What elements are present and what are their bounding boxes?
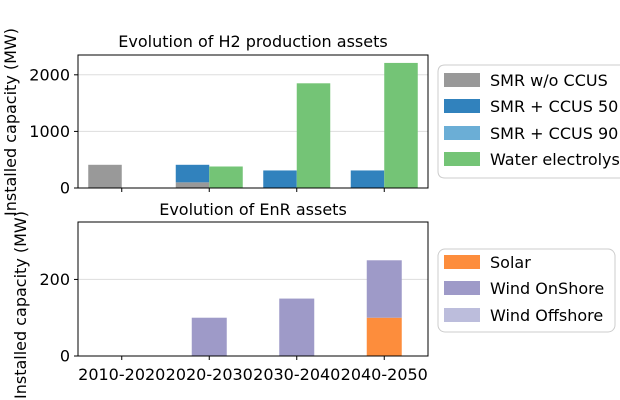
bar-wind-onshore-2040-2050 (366, 260, 402, 318)
bar-smr-ccus-50-2040-2050 (350, 170, 385, 188)
bar-smr-w-o-ccus-2010-2020 (88, 164, 122, 188)
h2-legend: SMR w/o CCUS SMR + CCUS 50 SMR + CCUS 90… (437, 64, 620, 179)
legend-swatch-smr-wo-ccus (444, 73, 480, 87)
enr-chart: Evolution of EnR assets Installed capaci… (11, 200, 429, 399)
enr-y-tick-label: 200 (39, 270, 70, 289)
legend-label-smr-wo-ccus: SMR w/o CCUS (490, 71, 608, 90)
legend-label-smr-ccus-50: SMR + CCUS 50 (490, 97, 618, 116)
bar-smr-ccus-50-2020-2030 (175, 164, 210, 183)
h2-chart: Evolution of H2 production assets Instal… (1, 28, 429, 216)
enr-x-ticks: 2010-2020 2020-2030 2030-2040 2040-2050 (78, 356, 428, 384)
bar-wind-onshore-2020-2030 (191, 317, 227, 356)
h2-x-ticks (121, 188, 385, 192)
enr-bars (191, 260, 402, 356)
legend-swatch-water-electrolysis (444, 152, 480, 166)
enr-plot-frame (77, 221, 429, 357)
legend-swatch-smr-ccus-90 (444, 126, 480, 140)
bar-water-electrolys-2020-2030 (209, 166, 243, 188)
h2-plot-frame (77, 54, 429, 189)
legend-swatch-wind-offshore (444, 308, 480, 322)
legend-label-wind-offshore: Wind Offshore (490, 306, 603, 325)
legend-swatch-smr-ccus-50 (444, 99, 480, 113)
enr-x-tick-label: 2010-2020 (78, 365, 165, 384)
legend-label-solar: Solar (490, 253, 531, 272)
enr-legend-frame (437, 248, 616, 333)
h2-y-tick-label: 1000 (29, 122, 70, 141)
enr-x-tick-label: 2020-2030 (166, 365, 253, 384)
bar-smr-ccus-50-2030-2040 (263, 170, 297, 188)
enr-chart-ylabel: Installed capacity (MW) (11, 211, 30, 399)
bar-water-electrolys-2040-2050 (384, 62, 418, 189)
enr-x-tick-label: 2040-2050 (341, 365, 428, 384)
h2-bars (88, 62, 418, 189)
bar-solar-2040-2050 (366, 317, 402, 356)
bar-water-electrolys-2030-2040 (296, 83, 331, 188)
enr-chart-title: Evolution of EnR assets (159, 200, 347, 219)
legend-swatch-solar (444, 255, 480, 269)
bar-smr-w-o-ccus-2020-2030 (175, 182, 210, 188)
h2-chart-ylabel: Installed capacity (MW) (1, 28, 20, 216)
h2-y-tick-label: 0 (60, 179, 70, 198)
h2-y-ticks: 0 1000 2000 (29, 65, 78, 198)
enr-y-ticks: 0 200 (39, 270, 78, 366)
legend-label-smr-ccus-90: SMR + CCUS 90 (490, 124, 618, 143)
h2-y-tick-label: 2000 (29, 65, 70, 84)
enr-x-tick-label: 2030-2040 (253, 365, 340, 384)
legend-swatch-wind-onshore (444, 281, 480, 295)
h2-legend-frame (437, 64, 620, 179)
enr-legend: Solar Wind OnShore Wind Offshore (437, 248, 616, 333)
bar-wind-onshore-2030-2040 (279, 298, 315, 356)
legend-label-wind-onshore: Wind OnShore (490, 279, 604, 298)
h2-chart-title: Evolution of H2 production assets (118, 32, 387, 51)
enr-y-tick-label: 0 (60, 347, 70, 366)
legend-label-water-electrolysis: Water electrolys (490, 150, 620, 169)
